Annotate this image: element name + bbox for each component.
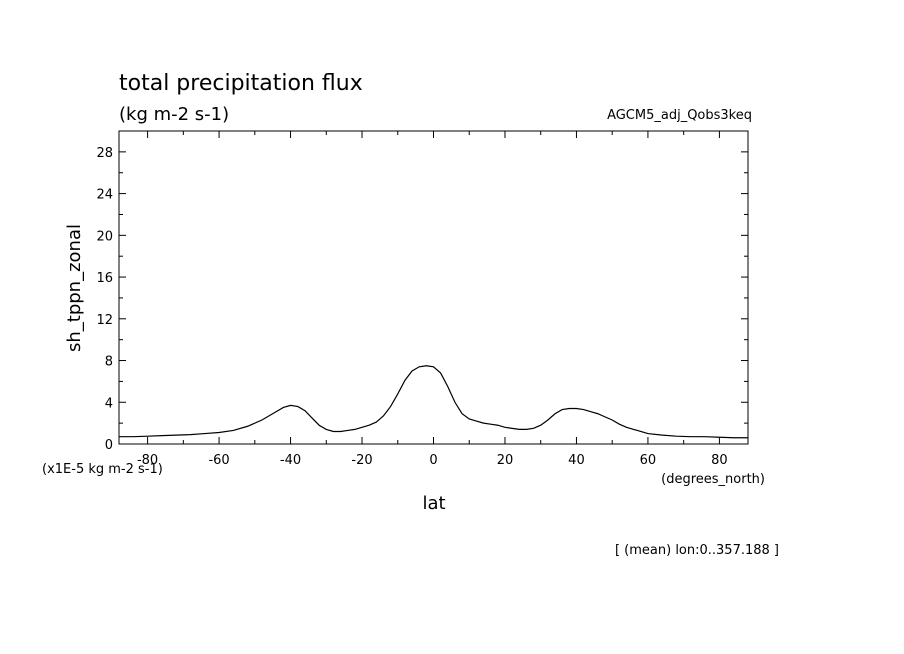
y-tick-label: 28 xyxy=(96,146,113,161)
x-tick-label: 40 xyxy=(568,453,585,468)
x-tick-label: -60 xyxy=(208,453,229,468)
x-tick-label: 0 xyxy=(429,453,437,468)
experiment-label: AGCM5_adj_Qobs3keq xyxy=(607,108,752,123)
plot-frame xyxy=(118,130,749,445)
chart-units: (kg m-2 s-1) xyxy=(119,104,229,125)
footnote: [ (mean) lon:0..357.188 ] xyxy=(615,543,779,558)
y-axis-tick-labels: 0 4 8 12 16 20 24 28 xyxy=(96,146,113,453)
x-axis-label: lat xyxy=(422,493,445,514)
y-tick-label: 0 xyxy=(105,438,113,453)
x-axis-units: (degrees_north) xyxy=(661,472,765,487)
x-tick-label: 80 xyxy=(711,453,728,468)
x-tick-label: -40 xyxy=(280,453,301,468)
series-line xyxy=(119,365,748,439)
y-tick-label: 24 xyxy=(96,188,113,203)
x-tick-label: -20 xyxy=(351,453,372,468)
y-axis-label: sh_tppn_zonal xyxy=(64,224,85,352)
y-tick-label: 12 xyxy=(96,313,113,328)
x-tick-label: -80 xyxy=(137,453,158,468)
x-tick-label: 60 xyxy=(640,453,657,468)
y-tick-label: 16 xyxy=(96,271,113,286)
y-tick-label: 4 xyxy=(105,396,113,411)
y-tick-label: 8 xyxy=(105,355,113,370)
x-tick-label: 20 xyxy=(497,453,514,468)
y-scale-note: (x1E-5 kg m-2 s-1) xyxy=(42,462,163,477)
y-axis-ticks xyxy=(119,130,748,445)
y-tick-label: 20 xyxy=(96,229,113,244)
chart-title: total precipitation flux xyxy=(119,71,363,96)
x-axis-tick-labels: -80 -60 -40 -20 0 20 40 60 80 xyxy=(137,453,728,468)
x-axis-ticks xyxy=(147,131,720,444)
